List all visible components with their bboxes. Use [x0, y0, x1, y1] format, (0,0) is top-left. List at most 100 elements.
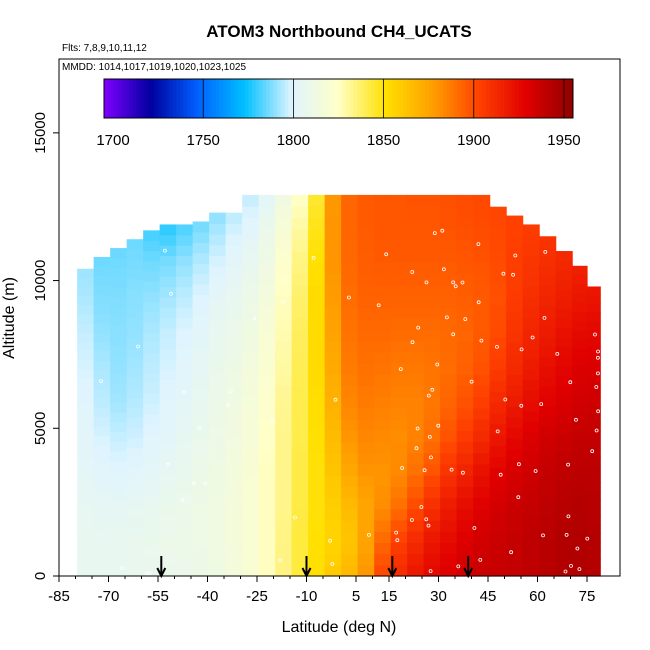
- curtain-cell: [440, 284, 458, 297]
- curtain-cell: [572, 512, 588, 522]
- curtain-cell: [407, 206, 425, 218]
- curtain-cell: [308, 452, 326, 465]
- curtain-cell: [522, 286, 540, 298]
- curtain-cell: [555, 423, 573, 434]
- curtain-cell: [506, 416, 524, 429]
- curtain-cell: [110, 334, 128, 346]
- dates-label: MMDD: 1014,1017,1019,1020,1023,1025: [62, 62, 246, 73]
- curtain-cell: [341, 194, 359, 207]
- curtain-cell: [126, 249, 144, 260]
- curtain-cell: [324, 239, 342, 252]
- curtain-cell: [176, 431, 194, 443]
- curtain-cell: [374, 194, 392, 207]
- curtain-cell: [225, 447, 243, 460]
- curtain-cell: [93, 378, 111, 389]
- curtain-cell: [275, 441, 293, 454]
- sample-point: [426, 523, 431, 528]
- curtain-cell: [209, 415, 227, 427]
- curtain-cell: [506, 395, 524, 407]
- colorbar-swatch: [226, 79, 231, 118]
- curtain-cell: [209, 469, 227, 481]
- curtain-cell: [209, 340, 227, 353]
- curtain-cell: [407, 262, 425, 274]
- curtain-cell: [291, 542, 309, 555]
- curtain-cell: [489, 315, 507, 327]
- curtain-cell: [555, 537, 573, 548]
- curtain-cell: [506, 385, 524, 397]
- curtain-cell: [324, 486, 342, 499]
- curtain-cell: [522, 513, 540, 525]
- curtain-cell: [341, 452, 359, 465]
- colorbar-swatch: [316, 79, 321, 118]
- colorbar-swatch: [399, 79, 404, 118]
- sample-point: [495, 429, 500, 434]
- curtain-cell: [308, 385, 326, 398]
- curtain-cell: [209, 255, 227, 267]
- curtain-cell: [374, 374, 392, 387]
- curtain-cell: [506, 279, 524, 291]
- curtain-cell: [176, 338, 194, 350]
- colorbar-swatch: [277, 79, 282, 118]
- curtain-cell: [77, 485, 95, 496]
- curtain-cell: [374, 239, 392, 252]
- curtain-cell: [374, 295, 392, 308]
- curtain-cell: [374, 531, 392, 543]
- curtain-cell: [77, 566, 95, 577]
- curtain-cell: [539, 556, 557, 567]
- curtain-cell: [126, 516, 144, 528]
- curtain-cell: [341, 239, 359, 252]
- curtain-cell: [77, 467, 95, 478]
- curtain-cell: [539, 236, 557, 247]
- curtain-cell: [258, 564, 276, 577]
- curtain-cell: [407, 306, 425, 319]
- curtain-cell: [522, 544, 540, 556]
- curtain-cell: [357, 228, 375, 241]
- curtain-cell: [308, 407, 326, 420]
- colorbar-swatch: [197, 79, 202, 118]
- colorbar-swatch: [370, 79, 376, 118]
- curtain-cell: [93, 547, 111, 558]
- curtain-cell: [555, 375, 573, 386]
- curtain-cell: [489, 445, 507, 458]
- curtain-cell: [407, 553, 425, 566]
- sample-point: [427, 434, 432, 439]
- curtain-cell: [192, 409, 210, 421]
- curtain-cell: [374, 475, 392, 487]
- curtain-cell: [440, 228, 458, 241]
- curtain-cell: [587, 303, 601, 313]
- sample-point: [596, 355, 600, 360]
- curtain-cell: [110, 440, 128, 452]
- curtain-cell: [539, 366, 557, 377]
- curtain-cell: [390, 295, 408, 308]
- curtain-cell: [522, 451, 540, 463]
- curtain-cell: [77, 341, 95, 351]
- curtain-cell: [291, 250, 309, 263]
- curtain-cell: [456, 463, 474, 476]
- colorbar-swatch: [168, 79, 174, 118]
- curtain-cell: [572, 530, 588, 541]
- curtain-cell: [110, 363, 128, 375]
- curtain-cell: [209, 266, 227, 278]
- curtain-cell: [539, 526, 557, 537]
- curtain-cell: [473, 329, 491, 342]
- curtain-cell: [390, 542, 408, 555]
- curtain-cell: [93, 557, 111, 568]
- curtain-cell: [390, 351, 408, 364]
- curtain-cell: [572, 284, 588, 294]
- curtain-cell: [423, 363, 441, 375]
- sample-point: [395, 538, 400, 543]
- curtain-cell: [489, 326, 507, 338]
- curtain-cell: [407, 351, 425, 364]
- curtain-cell: [555, 489, 573, 501]
- curtain-cell: [357, 363, 375, 375]
- curtain-cell: [572, 357, 588, 367]
- curtain-cell: [522, 265, 540, 277]
- curtain-cell: [473, 306, 491, 319]
- curtain-cell: [324, 564, 342, 577]
- colorbar-swatch: [544, 79, 549, 118]
- sample-point: [203, 481, 208, 486]
- curtain-cell: [143, 311, 161, 323]
- curtain-cell: [506, 247, 524, 259]
- curtain-cell: [572, 493, 588, 504]
- curtain-cell: [374, 273, 392, 286]
